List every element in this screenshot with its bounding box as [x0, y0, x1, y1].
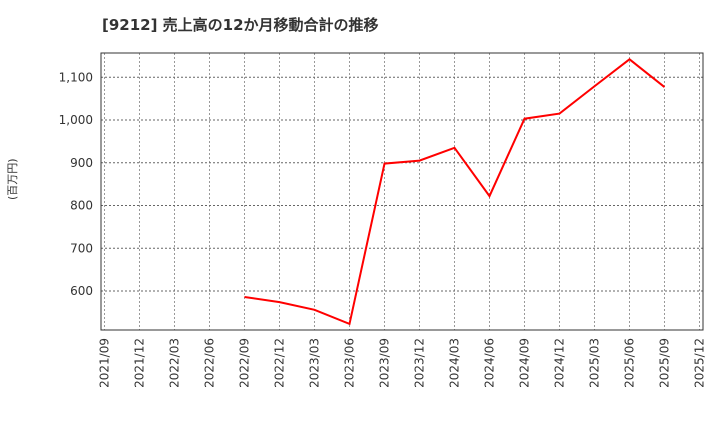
x-tick-label: 2021/12: [133, 338, 147, 388]
x-tick-label: 2022/09: [238, 338, 252, 388]
chart-title: [9212] 売上高の12か月移動合計の推移: [102, 16, 379, 34]
y-tick-label: 700: [70, 241, 93, 255]
x-tick-label: 2023/09: [378, 338, 392, 388]
series-line: [244, 58, 666, 326]
y-tick-label: 600: [70, 284, 93, 298]
y-tick-label: 1,000: [59, 113, 93, 127]
x-tick-label: 2025/12: [693, 338, 707, 388]
x-tick-label: 2022/12: [273, 338, 287, 388]
plot-frame: [100, 52, 704, 331]
x-tick-label: 2024/06: [483, 338, 497, 388]
x-tick-label: 2021/09: [98, 338, 112, 388]
x-tick-label: 2023/06: [343, 338, 357, 388]
y-tick-label: 900: [70, 156, 93, 170]
x-tick-label: 2024/09: [518, 338, 532, 388]
x-tick-label: 2022/03: [168, 338, 182, 388]
x-tick-label: 2025/03: [588, 338, 602, 388]
x-tick-label: 2025/06: [623, 338, 637, 388]
y-tick-label: 800: [70, 199, 93, 213]
x-tick-label: 2024/12: [553, 338, 567, 388]
x-tick-label: 2024/03: [448, 338, 462, 388]
y-tick-label: 1,100: [59, 70, 93, 84]
x-tick-label: 2025/09: [658, 338, 672, 388]
x-tick-label: 2023/03: [308, 338, 322, 388]
x-tick-label: 2023/12: [413, 338, 427, 388]
x-tick-label: 2022/06: [203, 338, 217, 388]
